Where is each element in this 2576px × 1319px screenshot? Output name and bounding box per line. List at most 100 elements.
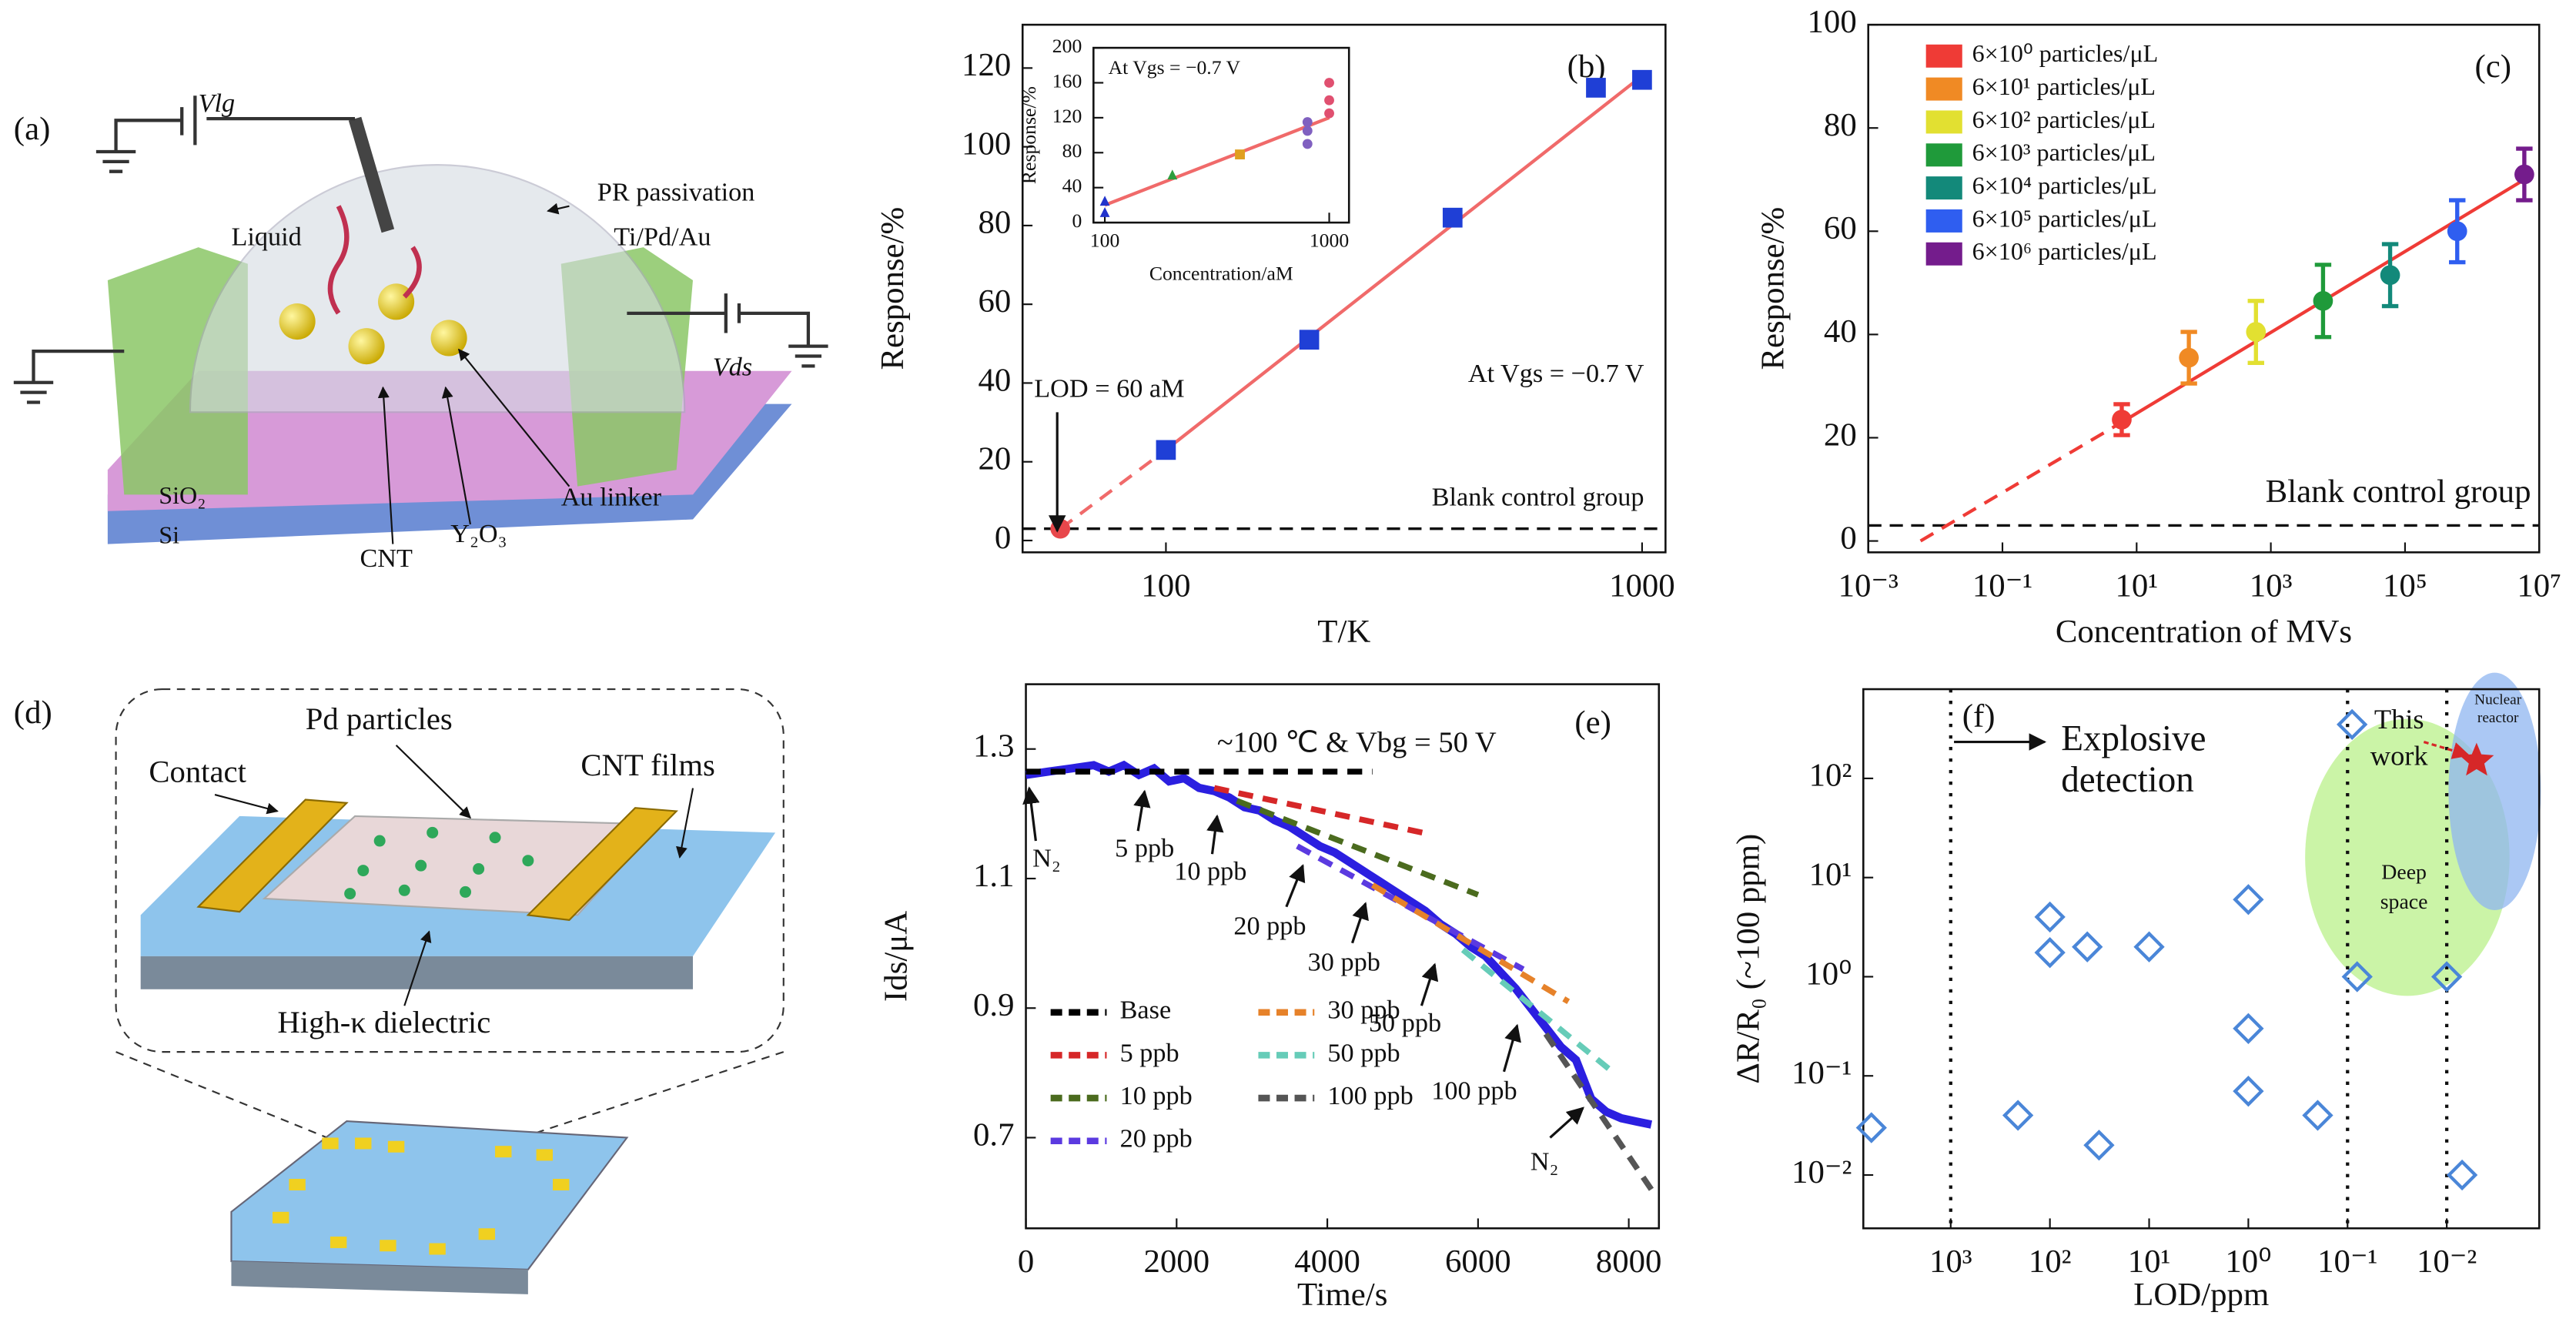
marker [2034, 901, 2066, 933]
y-axis-label: Response/% [1755, 207, 1791, 370]
marker [2002, 1100, 2034, 1131]
annotation: LOD = 60 aM [1034, 373, 1184, 403]
marker [2337, 708, 2368, 741]
legend-label: Base [1120, 996, 1172, 1025]
chart-title: At Vgs = −0.7 V [1109, 56, 1241, 79]
marker [1050, 518, 1071, 539]
label: Pd particles [306, 701, 453, 736]
label: CNT films [580, 748, 714, 782]
diagram-d: (d) Pd particles Contact CNT films High-… [14, 688, 785, 1294]
marker [1299, 330, 1320, 350]
annotation: This [2374, 704, 2424, 735]
x-tick-label: 10⁻¹ [1972, 567, 2032, 604]
arrow [1420, 962, 1439, 1006]
marker [2341, 961, 2373, 993]
y-axis-label: ΔR/R₀ (~100 ppm) [1731, 834, 1767, 1084]
annotation: reactor [2477, 710, 2519, 726]
pointer [403, 930, 432, 1006]
legend-label: 6×10⁰ particles/μL [1972, 39, 2159, 67]
marker [2233, 1013, 2264, 1044]
x-axis-label: Concentration/aM [1149, 262, 1293, 284]
x-tick-label: 10³ [1929, 1244, 1972, 1280]
x-axis-label: Concentration of MVs [2056, 614, 2352, 650]
annotation: detection [2061, 760, 2194, 800]
arrow [1022, 786, 1040, 842]
marker [2133, 931, 2165, 962]
marker [1324, 95, 1334, 105]
label: SiO₂ [159, 481, 206, 509]
pointer [377, 386, 394, 544]
fit-line [1213, 785, 1427, 836]
label: CNT [360, 544, 413, 573]
legend-label: 6×10⁶ particles/μL [1972, 237, 2157, 265]
annotation: Deep [2381, 860, 2427, 884]
x-axis-label: LOD/ppm [2133, 1277, 2269, 1313]
pointer [458, 348, 570, 487]
x-tick-label: 8000 [1596, 1244, 1662, 1280]
panel-label: (f) [1962, 698, 1996, 734]
y-tick-label: 0.7 [973, 1116, 1015, 1153]
x-tick-label: 1000 [1609, 567, 1675, 604]
marker [1235, 149, 1245, 159]
annotation: 30 ppb [1308, 947, 1380, 976]
legend-label: 5 ppb [1120, 1038, 1179, 1067]
legend-swatch [1925, 143, 1962, 167]
y-tick-label: 10¹ [1809, 857, 1852, 893]
pd-particles [344, 826, 534, 900]
y-tick-label: 40 [1062, 175, 1082, 197]
contact [526, 807, 678, 921]
y-tick-label: 10⁻¹ [1791, 1055, 1852, 1091]
legend-swatch [1925, 110, 1962, 134]
marker [2447, 221, 2467, 242]
pointer [441, 386, 471, 525]
y-tick-label: 0 [995, 520, 1011, 556]
marker [2233, 884, 2264, 916]
x-tick-label: 10⁻² [2417, 1244, 2477, 1280]
legend-label: 100 ppb [1327, 1081, 1413, 1110]
label: Si [159, 521, 179, 548]
panel-label: (d) [14, 695, 52, 731]
y-tick-label: 10² [1809, 758, 1852, 794]
legend-swatch [1925, 44, 1962, 68]
marker [1156, 440, 1176, 460]
annotation: space [2380, 890, 2428, 914]
x-tick-label: 0 [1018, 1244, 1034, 1280]
fit-line [1104, 115, 1330, 207]
x-tick-label: 10⁻³ [1838, 567, 1899, 604]
label: Y₂O₃ [450, 519, 507, 548]
annotation: 10 ppb [1174, 857, 1246, 886]
x-tick-label: 10⁻¹ [2317, 1244, 2377, 1280]
x-tick-label: 10² [2029, 1244, 2072, 1280]
charts: 100 1000020406080100120T/KResponse/%(b)LO… [875, 4, 2561, 1313]
marker [2430, 961, 2463, 993]
y-tick-label: 0 [1072, 209, 1082, 232]
fit-line [1296, 843, 1525, 973]
marker [1632, 69, 1652, 90]
marker [2380, 265, 2400, 286]
y-tick-label: 20 [978, 441, 1011, 477]
annotation: 100 ppb [1431, 1076, 1517, 1106]
annotation: Blank control group [1432, 483, 1644, 512]
liquid-dome [189, 164, 686, 413]
annotation: work [2370, 740, 2429, 771]
gate-circuit [95, 95, 356, 173]
legend-label: 30 ppb [1327, 996, 1400, 1025]
marker [1302, 139, 1313, 149]
marker [1855, 1112, 1887, 1143]
marker [2083, 1130, 2115, 1161]
arrow [1549, 1106, 1584, 1139]
y-tick-label: 10⁻² [1791, 1154, 1852, 1190]
label: High-κ dielectric [277, 1005, 490, 1039]
annotation: 50 ppb [1369, 1009, 1441, 1038]
annotation: N₂ [1032, 844, 1061, 873]
marker [1324, 78, 1334, 88]
y-tick-label: 0.9 [973, 987, 1015, 1023]
legend-swatch [1925, 77, 1962, 101]
label: Vds [713, 352, 752, 381]
y-tick-label: 200 [1052, 35, 1082, 57]
annotation: Explosive [2061, 718, 2206, 758]
arrow [1502, 1023, 1521, 1073]
marker [1324, 108, 1334, 119]
fit-line [1165, 74, 1644, 452]
